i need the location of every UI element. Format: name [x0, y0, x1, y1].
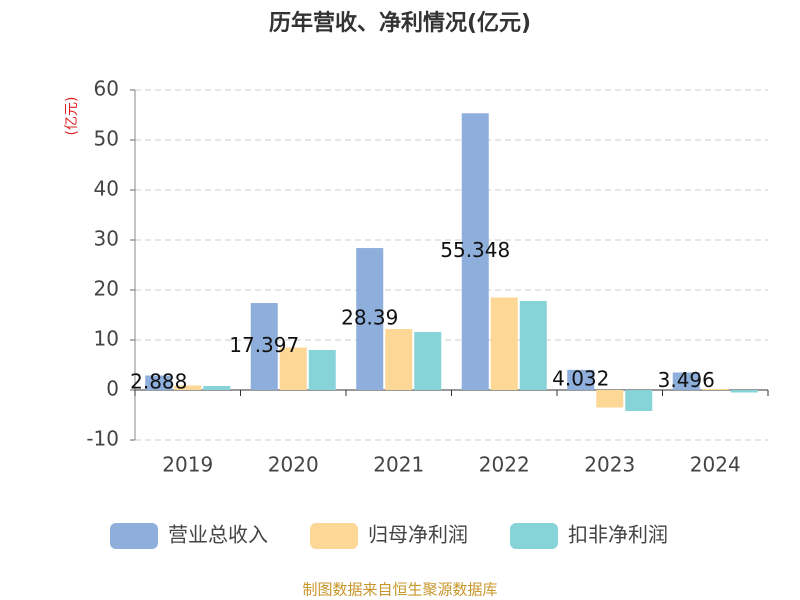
data-label: 55.348	[440, 238, 510, 262]
x-tick-label: 2024	[690, 453, 741, 477]
bar	[730, 390, 758, 393]
legend-label: 营业总收入	[168, 523, 268, 547]
bar	[145, 375, 173, 390]
bar	[672, 372, 700, 390]
bar	[461, 113, 489, 390]
legend-swatch	[110, 523, 158, 549]
y-tick-label: 20	[94, 277, 119, 301]
chart-title: 历年营收、净利情况(亿元)	[269, 10, 531, 36]
bar	[567, 369, 595, 390]
data-label: 4.032	[552, 366, 609, 390]
y-axis-label: (亿元)	[64, 97, 80, 136]
legend-swatch	[310, 523, 358, 549]
x-tick-label: 2023	[584, 453, 635, 477]
data-label: 17.397	[229, 333, 299, 357]
y-tick-label: 0	[106, 377, 119, 401]
bar	[701, 389, 729, 390]
data-label: 28.39	[341, 306, 398, 330]
x-tick-label: 2022	[479, 453, 530, 477]
y-tick-label: -10	[86, 427, 119, 451]
legend-swatch	[510, 523, 558, 549]
y-tick-label: 30	[94, 227, 119, 251]
y-tick-label: 60	[94, 77, 119, 101]
legend-label: 扣非净利润	[568, 523, 668, 547]
source-note: 制图数据来自恒生聚源数据库	[302, 581, 497, 599]
bar	[308, 350, 336, 390]
x-tick-label: 2019	[162, 453, 213, 477]
bar	[490, 297, 518, 390]
bar	[625, 390, 653, 411]
bar	[385, 329, 413, 390]
bar	[250, 303, 278, 390]
bar	[519, 301, 547, 390]
data-label: 2.888	[130, 369, 187, 393]
x-tick-label: 2020	[268, 453, 319, 477]
bar	[203, 386, 231, 390]
bar	[356, 248, 384, 390]
legend-label: 归母净利润	[368, 523, 468, 547]
x-tick-label: 2021	[373, 453, 424, 477]
bar	[174, 385, 202, 390]
bar	[279, 347, 307, 390]
bar	[596, 390, 624, 408]
y-tick-label: 50	[94, 127, 119, 151]
y-tick-label: 10	[94, 327, 119, 351]
y-tick-label: 40	[94, 177, 119, 201]
data-label: 3.496	[658, 368, 715, 392]
bar	[414, 332, 442, 390]
